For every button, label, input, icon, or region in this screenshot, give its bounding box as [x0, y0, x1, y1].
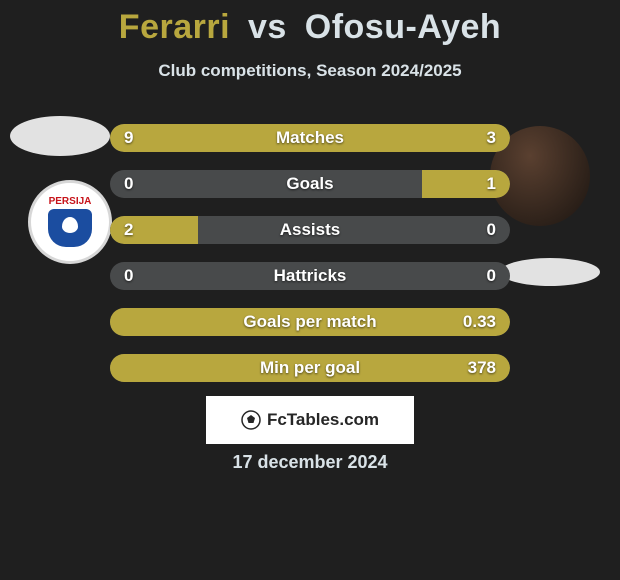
- stat-label: Hattricks: [110, 262, 510, 290]
- player1-team-badge: PERSIJA: [28, 180, 112, 264]
- player2-team-badge-placeholder: [500, 258, 600, 286]
- player2-name: Ofosu-Ayeh: [305, 8, 501, 46]
- stat-value-right: 0: [487, 216, 496, 244]
- stat-bar: 9Matches3: [110, 124, 510, 152]
- comparison-date: 17 december 2024: [0, 452, 620, 473]
- stat-label: Min per goal: [110, 354, 510, 382]
- team-badge-text: PERSIJA: [48, 197, 92, 207]
- stat-bar: 2Assists0: [110, 216, 510, 244]
- stat-bar: Min per goal378: [110, 354, 510, 382]
- comparison-title: Ferarri vs Ofosu-Ayeh: [0, 0, 620, 47]
- stat-label: Goals: [110, 170, 510, 198]
- player1-avatar-placeholder: [10, 116, 110, 156]
- stat-value-right: 378: [468, 354, 496, 382]
- team-badge-shield: [48, 209, 92, 247]
- stat-value-right: 0: [487, 262, 496, 290]
- fctables-logo: FcTables.com: [206, 396, 414, 444]
- soccer-ball-icon: [241, 410, 261, 430]
- stat-bars: 9Matches30Goals12Assists00Hattricks0Goal…: [110, 124, 510, 400]
- stat-bar: Goals per match0.33: [110, 308, 510, 336]
- stat-bar: 0Goals1: [110, 170, 510, 198]
- stat-bar: 0Hattricks0: [110, 262, 510, 290]
- stat-value-right: 3: [487, 124, 496, 152]
- stat-label: Goals per match: [110, 308, 510, 336]
- logo-text: FcTables.com: [267, 410, 379, 430]
- stat-label: Matches: [110, 124, 510, 152]
- subtitle: Club competitions, Season 2024/2025: [0, 61, 620, 81]
- player1-name: Ferarri: [119, 8, 230, 46]
- vs-text: vs: [248, 8, 287, 46]
- stat-value-right: 0.33: [463, 308, 496, 336]
- stat-label: Assists: [110, 216, 510, 244]
- stat-value-right: 1: [487, 170, 496, 198]
